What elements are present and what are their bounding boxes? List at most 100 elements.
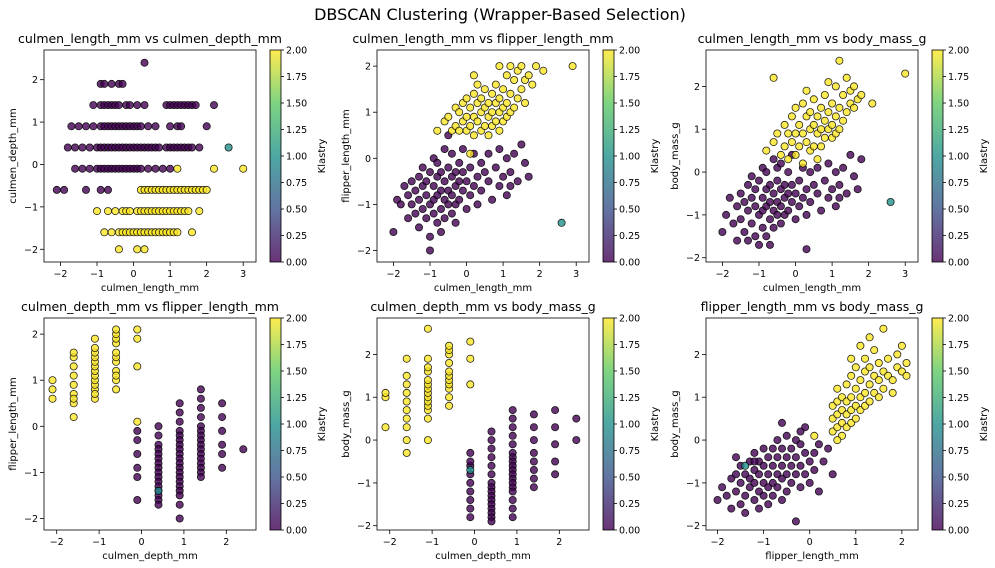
point-cluster-0: [487, 461, 496, 470]
point-cluster-2: [48, 376, 57, 385]
x-tick-label: −1: [92, 537, 106, 548]
colorbar-tick-label: 1.75: [619, 72, 640, 83]
point-cluster-2: [568, 62, 577, 71]
point-cluster-2: [473, 80, 482, 89]
point-cluster-2: [861, 354, 870, 363]
point-cluster-0: [768, 491, 777, 500]
point-cluster-2: [833, 436, 842, 445]
point-cluster-0: [764, 500, 773, 509]
point-cluster-0: [529, 465, 538, 474]
point-cluster-0: [506, 168, 515, 177]
y-tick-label: −2: [686, 521, 700, 532]
point-cluster-0: [819, 457, 828, 466]
point-cluster-0: [140, 101, 149, 110]
colorbar-tick-label: 0.25: [619, 231, 640, 242]
point-cluster-0: [813, 189, 822, 198]
point-cluster-0: [196, 385, 205, 394]
point-cluster-0: [414, 172, 423, 181]
point-cluster-2: [445, 367, 454, 376]
x-tick-label: −1: [425, 537, 439, 548]
point-cluster-2: [795, 120, 804, 129]
point-cluster-0: [144, 122, 153, 131]
point-cluster-0: [487, 453, 496, 462]
x-tick-label: −2: [383, 537, 397, 548]
point-cluster-0: [529, 423, 538, 432]
y-tick-label: 2: [694, 82, 700, 93]
point-cluster-0: [133, 463, 142, 472]
point-cluster-0: [713, 495, 722, 504]
colorbar-tick-label: 2.00: [948, 314, 969, 325]
point-cluster-0: [751, 232, 760, 241]
point-cluster-2: [187, 228, 196, 237]
x-axis-label: culmen_depth_mm: [435, 551, 530, 562]
point-cluster-0: [759, 444, 768, 453]
colorbar-tick-label: 1.25: [619, 125, 640, 136]
y-tick-label: 1: [694, 393, 700, 404]
point-cluster-2: [865, 363, 874, 372]
point-cluster-0: [125, 101, 134, 110]
point-cluster-2: [402, 448, 411, 457]
y-axis-label: body_mass_g: [341, 390, 352, 457]
point-cluster-2: [402, 371, 411, 380]
point-cluster-2: [69, 380, 78, 389]
colorbar-tick-label: 0.75: [948, 178, 969, 189]
point-cluster-0: [795, 176, 804, 185]
colorbar-label: Klastry: [317, 139, 328, 174]
point-cluster-2: [112, 371, 121, 380]
point-cluster-2: [847, 393, 856, 402]
point-cluster-0: [191, 101, 200, 110]
point-cluster-2: [173, 228, 182, 237]
point-cluster-2: [879, 384, 888, 393]
subplot-title: culmen_depth_mm vs flipper_length_mm: [21, 299, 279, 314]
point-cluster-2: [521, 99, 530, 108]
point-cluster-0: [551, 470, 560, 479]
point-cluster-2: [902, 358, 911, 367]
point-cluster-0: [776, 202, 785, 211]
point-cluster-2: [469, 89, 478, 98]
point-cluster-0: [722, 210, 731, 219]
point-cluster-0: [831, 168, 840, 177]
point-cluster-0: [551, 406, 560, 415]
point-cluster-0: [529, 483, 538, 492]
point-cluster-2: [433, 126, 442, 135]
point-cluster-0: [140, 58, 149, 67]
subplot-title: culmen_length_mm vs culmen_depth_mm: [18, 31, 282, 46]
point-cluster-0: [768, 444, 777, 453]
point-cluster-0: [551, 440, 560, 449]
point-cluster-0: [67, 122, 76, 131]
point-cluster-0: [466, 457, 475, 466]
colorbar-tick-label: 0.25: [948, 499, 969, 510]
x-tick-label: −2: [386, 269, 400, 280]
y-tick-label: 1: [365, 108, 371, 119]
point-cluster-0: [759, 491, 768, 500]
y-tick-label: 1: [32, 376, 38, 387]
point-cluster-0: [107, 79, 116, 88]
point-cluster-0: [436, 168, 445, 177]
point-cluster-0: [239, 445, 248, 454]
x-tick-label: 3: [902, 269, 908, 280]
point-cluster-2: [769, 73, 778, 82]
x-tick-label: −2: [53, 269, 67, 280]
point-cluster-2: [787, 138, 796, 147]
y-tick-label: 0: [32, 422, 38, 433]
point-cluster-2: [114, 245, 123, 254]
point-cluster-0: [733, 236, 742, 245]
point-cluster-0: [89, 122, 98, 131]
point-cluster-0: [508, 513, 517, 522]
colorbar-tick-label: 1.00: [948, 152, 969, 163]
point-cluster-2: [820, 91, 829, 100]
x-tick-label: −2: [715, 269, 729, 280]
colorbar: 0.00 0.25 0.50 0.75 1.00 1.25 1.50 1.75 2.00 Klas…: [602, 314, 661, 537]
point-cluster-2: [851, 363, 860, 372]
point-cluster-0: [425, 246, 434, 255]
point-cluster-0: [473, 200, 482, 209]
point-cluster-0: [447, 149, 456, 158]
point-cluster-2: [813, 112, 822, 121]
point-cluster-0: [218, 426, 227, 435]
point-cluster-2: [69, 348, 78, 357]
point-cluster-0: [177, 122, 186, 131]
point-cluster-2: [787, 112, 796, 121]
point-cluster-0: [422, 177, 431, 186]
point-cluster-0: [151, 122, 160, 131]
point-cluster-0: [802, 245, 811, 254]
